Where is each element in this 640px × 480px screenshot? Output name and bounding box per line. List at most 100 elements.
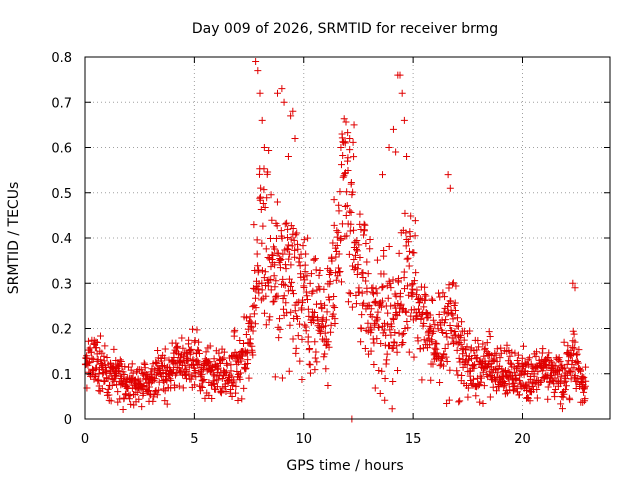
data-point: [223, 359, 231, 367]
data-point: [337, 278, 345, 286]
data-point: [343, 202, 351, 210]
data-point: [437, 355, 445, 363]
data-point: [350, 121, 358, 129]
data-point: [446, 321, 454, 329]
data-point: [486, 393, 494, 401]
data-point: [138, 403, 146, 411]
data-point: [140, 359, 148, 367]
data-point: [357, 325, 365, 333]
data-point: [465, 356, 473, 364]
data-point: [511, 368, 519, 376]
data-point: [214, 376, 222, 384]
data-point: [127, 400, 135, 408]
data-point: [248, 342, 256, 350]
data-point: [152, 358, 160, 366]
data-point: [191, 381, 199, 389]
data-point: [373, 256, 381, 264]
data-point: [336, 268, 344, 276]
data-point: [433, 340, 441, 348]
data-point: [281, 281, 289, 289]
data-point: [83, 384, 91, 392]
data-point: [464, 384, 472, 392]
data-point: [173, 369, 181, 377]
data-point: [271, 283, 279, 291]
data-point: [561, 386, 569, 394]
data-point: [409, 280, 417, 288]
data-point: [302, 250, 310, 258]
data-point: [485, 328, 493, 336]
data-point: [489, 383, 497, 391]
x-tick-label: 0: [81, 432, 89, 447]
data-point: [556, 357, 564, 365]
data-point: [243, 349, 251, 357]
data-point: [284, 225, 292, 233]
data-point: [578, 374, 586, 382]
data-point: [357, 338, 365, 346]
data-point: [231, 326, 239, 334]
data-point: [266, 313, 274, 321]
data-point: [420, 303, 428, 311]
data-point: [436, 378, 444, 386]
data-point: [318, 317, 326, 325]
data-point: [321, 301, 329, 309]
data-point: [475, 343, 483, 351]
data-point: [334, 228, 342, 236]
data-point: [444, 171, 452, 179]
data-point: [233, 367, 241, 375]
data-point: [181, 361, 189, 369]
data-point: [378, 367, 386, 375]
data-point: [194, 346, 202, 354]
data-point: [562, 377, 570, 385]
data-point: [273, 222, 281, 230]
data-point: [449, 315, 457, 323]
data-point: [558, 388, 566, 396]
data-point: [155, 386, 163, 394]
data-point: [493, 387, 501, 395]
data-point: [101, 342, 109, 350]
data-point: [369, 290, 377, 298]
data-point: [426, 322, 434, 330]
data-point: [177, 367, 185, 375]
data-point: [258, 239, 266, 247]
data-point: [573, 351, 581, 359]
data-point: [92, 372, 100, 380]
data-point: [277, 256, 285, 264]
data-point: [530, 372, 538, 380]
data-point: [386, 279, 394, 287]
data-point: [570, 344, 578, 352]
data-point: [362, 240, 370, 248]
data-point: [195, 347, 203, 355]
data-point: [335, 268, 343, 276]
data-point: [244, 356, 252, 364]
data-point: [250, 310, 258, 318]
data-point: [526, 354, 534, 362]
data-point: [317, 300, 325, 308]
data-point: [128, 360, 136, 368]
data-point: [399, 339, 407, 347]
data-point: [374, 315, 382, 323]
data-point: [250, 221, 258, 229]
data-point: [571, 373, 579, 381]
data-point: [303, 292, 311, 300]
data-point: [286, 250, 294, 258]
data-point: [381, 396, 389, 404]
data-point: [413, 286, 421, 294]
data-point: [304, 234, 312, 242]
data-point: [325, 343, 333, 351]
data-point: [455, 354, 463, 362]
data-point: [95, 376, 103, 384]
data-point: [206, 358, 214, 366]
data-point: [288, 286, 296, 294]
data-point: [391, 328, 399, 336]
data-point: [322, 365, 330, 373]
data-point: [198, 376, 206, 384]
data-point: [506, 359, 514, 367]
data-point: [480, 352, 488, 360]
data-point: [329, 302, 337, 310]
data-point: [265, 147, 273, 155]
data-point: [360, 231, 368, 239]
data-point: [439, 328, 447, 336]
data-point: [451, 306, 459, 314]
data-point: [220, 348, 228, 356]
data-point: [179, 384, 187, 392]
